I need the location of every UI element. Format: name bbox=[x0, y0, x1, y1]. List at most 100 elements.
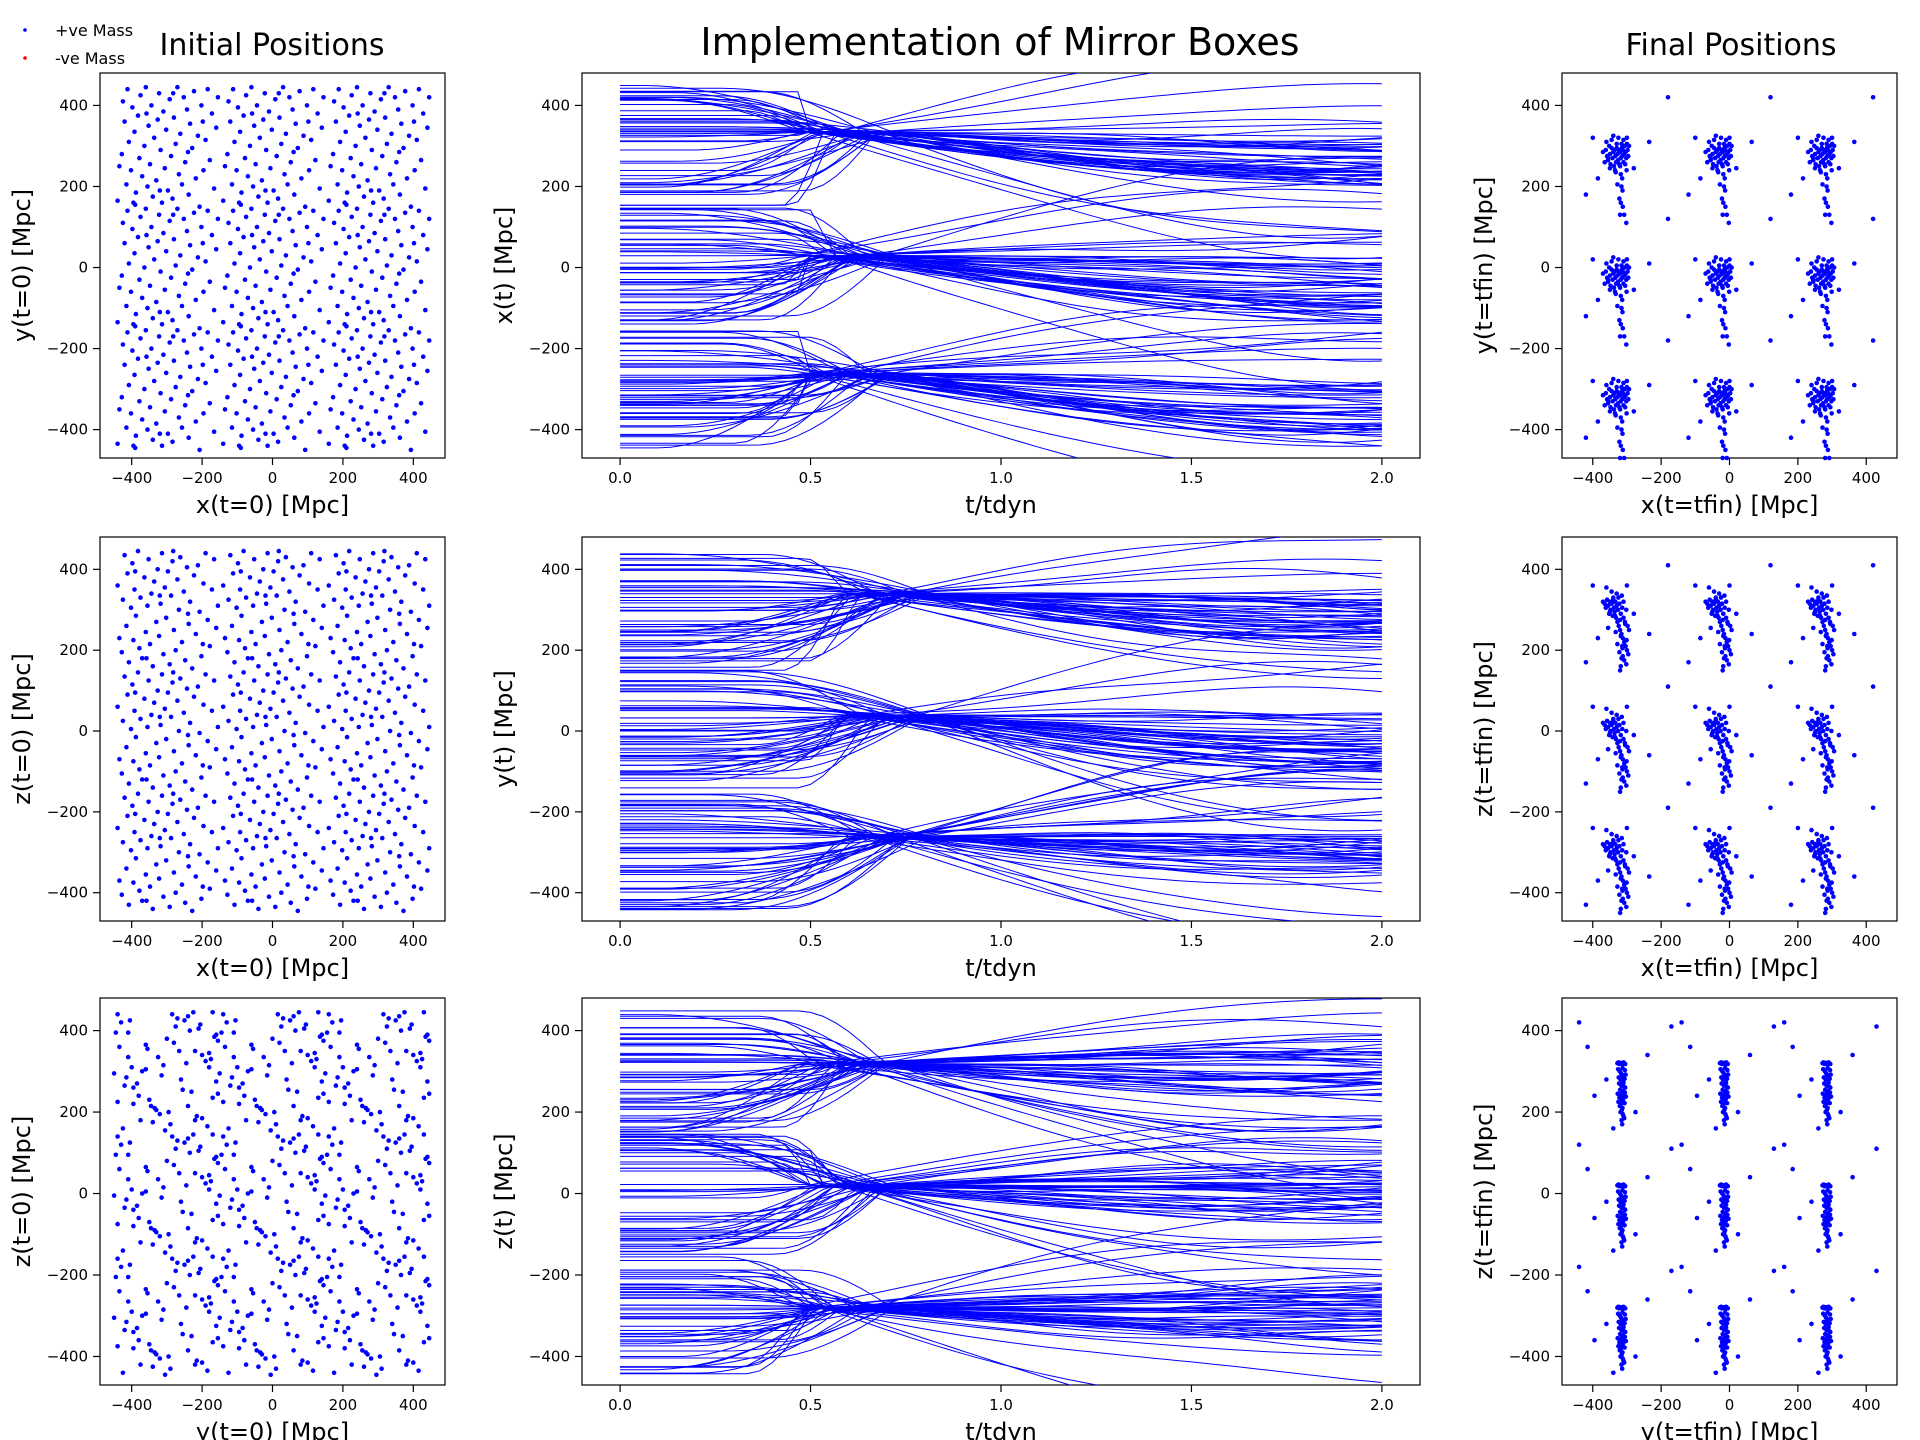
scatter-point bbox=[361, 194, 367, 199]
scatter-point bbox=[231, 1054, 237, 1060]
scatter-point bbox=[133, 433, 139, 439]
trajectory-line bbox=[620, 593, 1382, 638]
scatter-point bbox=[232, 660, 237, 665]
scatter-point bbox=[391, 761, 396, 766]
scatter-point bbox=[276, 791, 282, 796]
scatter-point bbox=[186, 313, 191, 319]
scatter-point bbox=[154, 619, 159, 625]
y-tick-label: −200 bbox=[529, 1266, 570, 1284]
scatter-point bbox=[126, 902, 132, 908]
scatter-point bbox=[1728, 275, 1734, 281]
scatter-point bbox=[191, 1010, 196, 1015]
scatter-point bbox=[1705, 159, 1710, 165]
scatter-point bbox=[1836, 287, 1842, 293]
trajectory-line bbox=[620, 1297, 1072, 1385]
scatter-point bbox=[1721, 777, 1727, 782]
scatter-point bbox=[1624, 135, 1630, 141]
scatter-point bbox=[1713, 718, 1719, 724]
scatter-point bbox=[203, 1058, 208, 1064]
scatter-point bbox=[125, 1177, 131, 1182]
trajectory-line bbox=[620, 239, 1382, 284]
scatter-point bbox=[416, 1368, 421, 1373]
scatter-point bbox=[254, 591, 260, 596]
scatter-point bbox=[1626, 265, 1632, 270]
scatter-point bbox=[326, 1134, 332, 1139]
scatter-point bbox=[411, 119, 417, 124]
trajectory-line bbox=[620, 255, 1382, 303]
trajectory-line bbox=[620, 323, 1382, 396]
scatter-point bbox=[406, 255, 412, 260]
scatter-point bbox=[266, 773, 272, 778]
scatter-point bbox=[292, 742, 297, 748]
scatter-point bbox=[1800, 297, 1806, 303]
scatter-point bbox=[402, 1010, 407, 1015]
trajectory-line bbox=[620, 1307, 1382, 1323]
scatter-point bbox=[211, 307, 217, 313]
scatter-point bbox=[1723, 1234, 1728, 1239]
scatter-point bbox=[146, 678, 151, 683]
scatter-point bbox=[351, 1191, 356, 1196]
scatter-point bbox=[1617, 455, 1623, 461]
scatter-point bbox=[189, 388, 195, 394]
scatter-point bbox=[196, 1026, 201, 1031]
scatter-point bbox=[176, 1170, 182, 1176]
scatter-point bbox=[1613, 629, 1618, 635]
scatter-point bbox=[276, 548, 282, 554]
scatter-point bbox=[379, 1366, 384, 1371]
scatter-point bbox=[254, 346, 260, 351]
scatter-point bbox=[1807, 722, 1813, 728]
scatter-point bbox=[1622, 1320, 1627, 1326]
scatter-point bbox=[274, 275, 280, 281]
scatter-point bbox=[1808, 269, 1814, 274]
trajectory-line bbox=[620, 372, 1382, 396]
scatter-point bbox=[367, 1177, 372, 1182]
scatter-point bbox=[203, 1181, 208, 1186]
trajectory-line bbox=[620, 1034, 1382, 1120]
scatter-point bbox=[209, 232, 215, 238]
scatter-point bbox=[228, 795, 233, 800]
scatter-point bbox=[154, 421, 159, 426]
scatter-point bbox=[154, 299, 159, 305]
scatter-point bbox=[236, 1085, 242, 1090]
scatter-point bbox=[321, 216, 326, 222]
y-tick-label: 0 bbox=[78, 1185, 88, 1203]
scatter-point bbox=[139, 656, 145, 661]
scatter-point bbox=[380, 275, 385, 281]
x-tick-label: 200 bbox=[1784, 469, 1813, 487]
scatter-point bbox=[1788, 660, 1794, 665]
scatter-point bbox=[1809, 1321, 1814, 1327]
scatter-point bbox=[1706, 261, 1712, 266]
scatter-point bbox=[1822, 870, 1828, 875]
trajectory-line bbox=[620, 810, 1382, 844]
scatter-point bbox=[293, 364, 299, 370]
scatter-point bbox=[175, 819, 180, 825]
scatter-point bbox=[1619, 184, 1624, 189]
scatter-point bbox=[293, 1272, 298, 1278]
scatter-point bbox=[220, 825, 226, 831]
trajectory-line bbox=[620, 836, 1176, 921]
scatter-point bbox=[131, 1085, 136, 1090]
scatter-point bbox=[155, 360, 160, 366]
scatter-point bbox=[136, 1215, 141, 1221]
scatter-point bbox=[369, 601, 375, 606]
scatter-point bbox=[356, 305, 362, 311]
scatter-point bbox=[1820, 728, 1826, 734]
x-tick-label: 0.0 bbox=[608, 932, 632, 950]
scatter-point bbox=[411, 362, 417, 368]
scatter-point bbox=[357, 799, 363, 805]
x-tick-label: 200 bbox=[329, 1396, 358, 1414]
scatter-point bbox=[291, 1136, 296, 1141]
scatter-point bbox=[257, 821, 263, 827]
scatter-point bbox=[192, 1362, 198, 1367]
scatter-point bbox=[1619, 765, 1625, 770]
scatter-point bbox=[1669, 1268, 1674, 1274]
scatter-point bbox=[275, 680, 281, 685]
scatter-point bbox=[231, 1177, 237, 1182]
scatter-point bbox=[1620, 1234, 1626, 1239]
scatter-point bbox=[220, 1134, 226, 1139]
scatter-point bbox=[145, 1046, 150, 1052]
scatter-point bbox=[1825, 886, 1830, 891]
y-tick-label: 400 bbox=[541, 560, 570, 578]
scatter-point bbox=[1726, 342, 1732, 347]
scatter-point bbox=[368, 212, 373, 218]
